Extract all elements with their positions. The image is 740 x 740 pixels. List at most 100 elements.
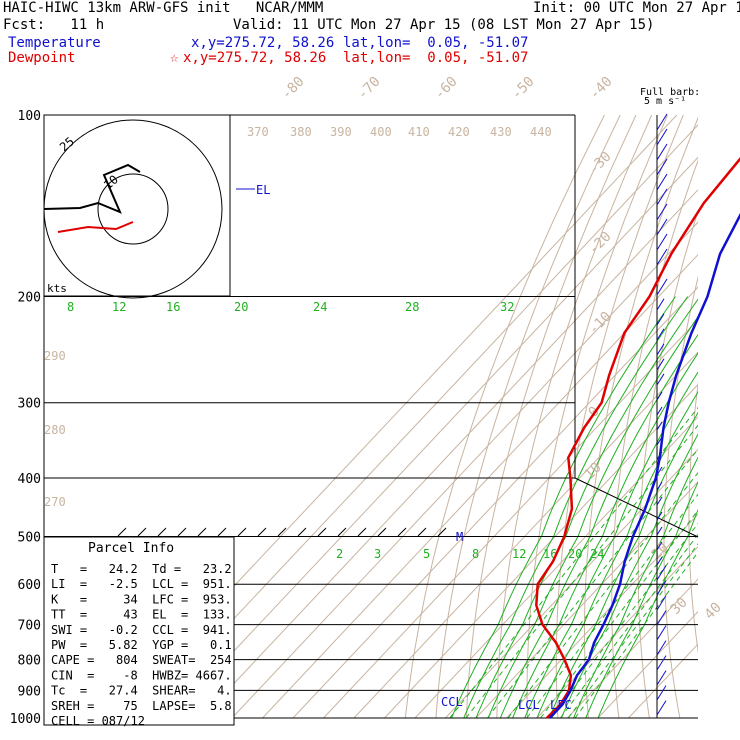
pressure-tick-label: 400 xyxy=(18,472,41,487)
wind-barb xyxy=(656,481,663,491)
isotherm-line xyxy=(231,221,698,719)
theta-top-label: 420 xyxy=(448,125,470,139)
mixing-ratio-line xyxy=(540,509,698,719)
mixing-ratio-line xyxy=(567,543,698,719)
level-tick-mark xyxy=(317,527,327,537)
forecast-hour: Fcst: 11 h xyxy=(3,17,105,33)
mixing-ratio-line xyxy=(507,471,698,719)
mixing-lower-label: 12 xyxy=(512,547,526,561)
mixing-ratio-line xyxy=(487,448,698,719)
hodo-units: kts xyxy=(47,282,67,295)
right-axis-diagonal xyxy=(574,477,699,538)
level-tick-mark xyxy=(137,527,147,537)
level-tick-mark xyxy=(417,527,427,537)
mixing-upper-label: 8 xyxy=(67,300,74,314)
temperature-xy: x,y=275.72, 58.26 xyxy=(191,35,335,51)
mixing-ratio-line xyxy=(526,493,698,719)
mixing-upper-label: 28 xyxy=(405,300,419,314)
wind-barb xyxy=(656,343,665,356)
init-time: Init: 00 UTC Mon 27 Apr 15 xyxy=(533,0,740,16)
level-tick-mark xyxy=(157,527,167,537)
mixing-upper-label: 20 xyxy=(234,300,248,314)
level-tick-mark xyxy=(337,527,347,537)
level-tick-mark xyxy=(237,527,247,537)
wind-barb xyxy=(656,391,663,401)
isotherm-line xyxy=(140,124,698,719)
isotherm-line xyxy=(323,318,698,719)
mixing-ratio-lines xyxy=(449,296,698,719)
dewpoint-xy: x,y=275.72, 58.26 xyxy=(183,50,327,66)
theta-top-label: 390 xyxy=(330,125,352,139)
temperature-legend: Temperature xyxy=(8,35,101,51)
mixing-lower-label: 20 xyxy=(568,547,582,561)
wind-barb xyxy=(656,511,663,521)
parcel-row: T = 24.2 Td = 23.2 xyxy=(51,562,232,576)
level-tick-mark xyxy=(177,527,187,537)
theta-top-label: 440 xyxy=(530,125,552,139)
isotherm-line xyxy=(384,383,698,719)
pressure-tick-label: 200 xyxy=(18,291,41,306)
wind-barb xyxy=(656,565,667,581)
parcel-box xyxy=(43,536,235,726)
wind-barb xyxy=(656,233,668,251)
isotherm-line xyxy=(414,416,698,719)
moist-adiabat xyxy=(463,296,689,719)
dry-adiabat xyxy=(435,115,621,719)
wind-barb xyxy=(656,526,663,536)
wind-barb xyxy=(656,685,667,701)
wind-barb xyxy=(656,670,667,686)
wind-barb xyxy=(656,655,667,671)
parcel-row: CAPE = 804 SWEAT= 254 xyxy=(51,653,232,667)
isotherm-right-label: -30 xyxy=(586,149,615,178)
wind-barb xyxy=(656,580,667,596)
parcel-row: K = 34 LFC = 953. xyxy=(51,592,232,606)
isotherm-line xyxy=(475,481,698,719)
dry-adiabat xyxy=(637,209,698,719)
wind-barb xyxy=(656,358,665,371)
mixing-lower-label: 24 xyxy=(590,547,604,561)
level-tick-mark xyxy=(277,527,287,537)
parcel-row: SREH = 75 LAPSE= 5.8 xyxy=(51,699,232,713)
isotherm-top-label: -60 xyxy=(432,74,461,103)
pressure-tick-label: 100 xyxy=(18,109,41,124)
hodograph-trace-upper xyxy=(43,163,141,214)
pressure-tick-label: 1000 xyxy=(10,712,41,727)
wind-barb xyxy=(656,313,665,326)
isotherm-right-label: 40 xyxy=(702,600,725,623)
moist-adiabat xyxy=(475,298,698,719)
wind-barb xyxy=(656,188,668,206)
wind-barb xyxy=(656,625,667,641)
isotherm-right-label: -10 xyxy=(586,309,615,338)
pressure-tick-label: 600 xyxy=(18,578,41,593)
sounding-profiles: EL M CCL LCL LFC xyxy=(117,157,740,719)
level-tick-mark xyxy=(397,527,407,537)
isotherm-line xyxy=(262,253,698,719)
theta-top-label: 430 xyxy=(490,125,512,139)
dry-adiabat xyxy=(584,116,698,719)
wind-barb xyxy=(656,640,667,656)
theta-top-label: 370 xyxy=(247,125,269,139)
model-title: HAIC-HIWC 13km ARW-GFS init NCAR/MMM xyxy=(3,0,324,16)
level-tick-mark xyxy=(297,527,307,537)
pressure-tick-label: 800 xyxy=(18,654,41,669)
dry-adiabat xyxy=(713,115,740,718)
m-label: M xyxy=(456,530,463,544)
parcel-row: PW = 5.82 YGP = 0.1 xyxy=(51,638,232,652)
wind-barb xyxy=(656,248,668,266)
theta-top-label: 400 xyxy=(370,125,392,139)
barb-legend-line2: 5 m s⁻¹ xyxy=(644,96,686,107)
temperature-profile xyxy=(548,212,740,719)
hodo-ring-10 xyxy=(97,173,169,245)
wind-barb xyxy=(656,595,667,611)
parcel-row: Tc = 27.4 SHEAR= 4. xyxy=(51,684,232,698)
isotherm-top-label: -40 xyxy=(587,74,616,103)
isotherm-top-label: -50 xyxy=(509,74,538,103)
wind-barb xyxy=(656,278,668,296)
dry-adiabat xyxy=(663,275,698,719)
mixing-lower-label: 2 xyxy=(336,547,343,561)
theta-left-label: 280 xyxy=(44,423,66,437)
dry-adiabat xyxy=(465,115,637,719)
parcel-row: SWI = -0.2 CCL = 941. xyxy=(51,623,232,637)
mixing-upper-label: 12 xyxy=(112,300,126,314)
wind-barb xyxy=(656,173,668,191)
